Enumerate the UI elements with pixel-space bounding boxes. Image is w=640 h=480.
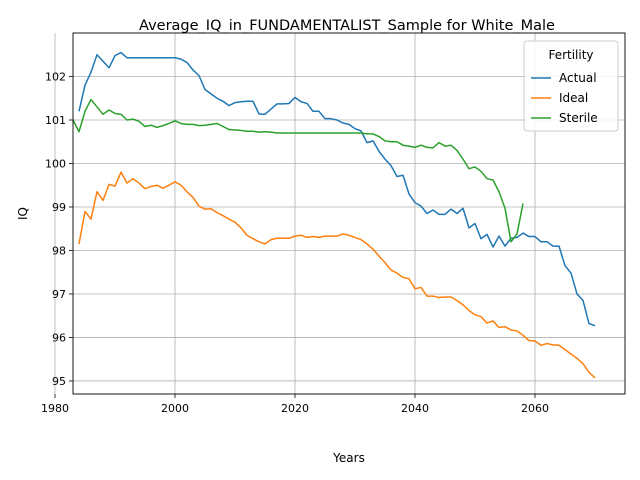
y-tick-label: 97: [52, 288, 66, 301]
legend-label-actual: Actual: [559, 71, 597, 85]
y-axis-label: IQ: [16, 207, 30, 220]
chart-title: Average_IQ_in_FUNDAMENTALIST_Sample for …: [139, 18, 555, 34]
y-tick-label: 99: [52, 201, 66, 214]
series-line-sterile: [72, 98, 524, 243]
series-layer: [72, 51, 596, 379]
y-tick-label: 100: [45, 157, 66, 170]
x-tick-label: 2040: [401, 402, 429, 415]
grid-lines: [54, 33, 625, 394]
legend-box: [523, 40, 619, 132]
y-axis: 95 96 97 98 99 100 101 102: [45, 70, 73, 388]
y-tick-label: 96: [52, 331, 66, 344]
series-line-ideal: [78, 171, 596, 379]
y-tick-label: 102: [45, 70, 66, 83]
y-tick-label: 98: [52, 244, 66, 257]
legend: Fertility Actual Ideal Sterile: [523, 40, 619, 132]
x-tick-label: 2020: [281, 402, 309, 415]
x-tick-label: 2060: [521, 402, 549, 415]
x-tick-label: 2000: [161, 402, 189, 415]
y-tick-label: 95: [52, 375, 66, 388]
legend-items: Actual Ideal Sterile: [531, 71, 598, 125]
legend-label-ideal: Ideal: [559, 91, 588, 105]
legend-label-sterile: Sterile: [559, 111, 598, 125]
plot-frame: [72, 32, 626, 395]
x-tick-label: 1980: [41, 402, 69, 415]
x-axis-label: Years: [332, 451, 365, 465]
legend-title: Fertility: [548, 48, 593, 62]
x-axis: 1980 2000 2020 2040 2060: [41, 394, 549, 415]
y-tick-label: 101: [45, 114, 66, 127]
series-line-actual: [78, 51, 596, 327]
